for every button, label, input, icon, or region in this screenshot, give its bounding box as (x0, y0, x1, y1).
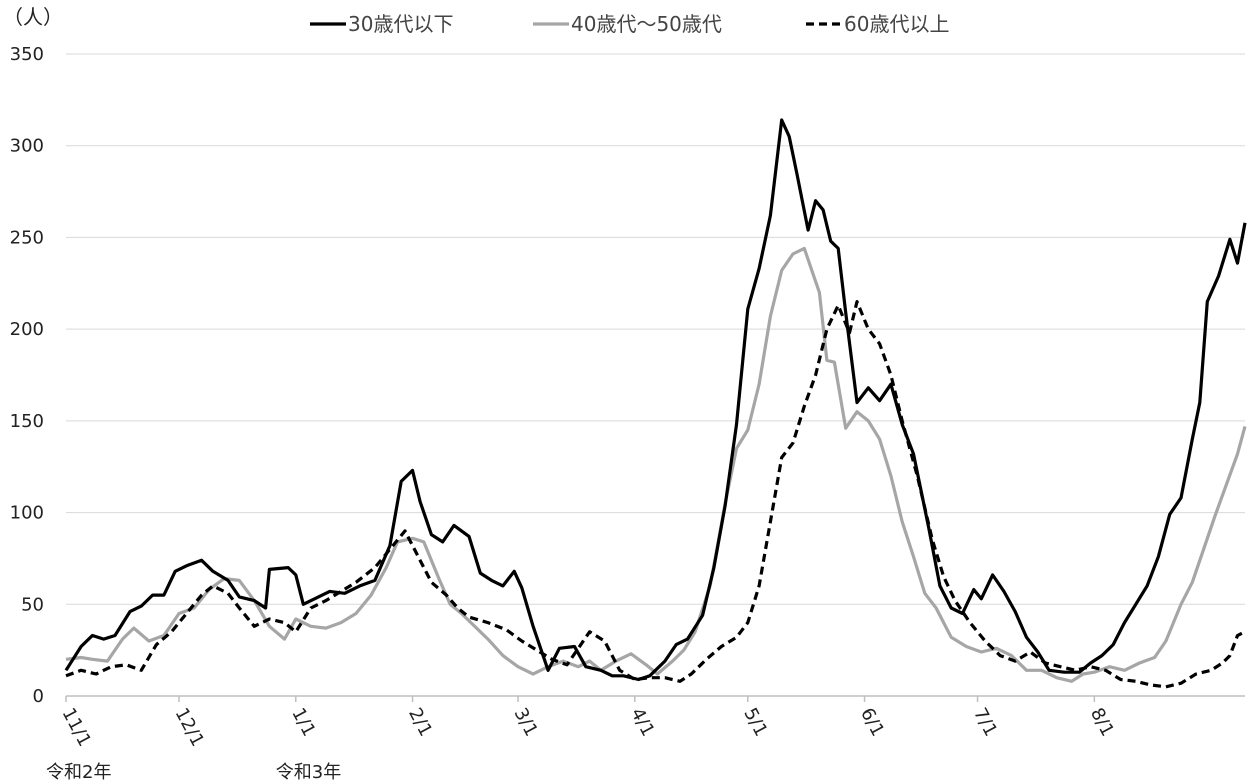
y-tick-label: 150 (10, 411, 44, 432)
x-tick-label: 1/1 (287, 704, 319, 739)
gridlines (66, 53, 1245, 605)
year-label: 令和2年 (46, 762, 111, 783)
series-lines (64, 118, 1247, 689)
x-tick-label: 2/1 (404, 704, 436, 739)
y-axis-ticks: 0 50 100 150 200 250 300 350 (10, 44, 44, 707)
y-tick-label: 100 (10, 503, 44, 524)
x-tick-label: 3/1 (510, 704, 542, 739)
y-tick-label: 250 (10, 227, 44, 248)
series-line-0 (64, 118, 1247, 682)
x-tick-label: 5/1 (739, 704, 771, 739)
x-tick-label: 12/1 (171, 704, 209, 750)
series-line-1 (65, 246, 1247, 683)
legend-label: 30歳代以下 (348, 12, 453, 36)
y-tick-label: 200 (10, 319, 44, 340)
legend-label: 60歳代以上 (844, 12, 949, 36)
y-tick-label: 0 (33, 686, 44, 707)
x-tick-label: 4/1 (626, 704, 658, 739)
legend-label: 40歳代～50歳代 (571, 12, 722, 36)
x-tick-label: 7/1 (969, 704, 1001, 739)
year-label: 令和3年 (276, 762, 341, 783)
x-tick-label: 8/1 (1086, 704, 1118, 739)
x-tick-label: 11/1 (58, 704, 96, 750)
y-tick-label: 300 (10, 136, 44, 157)
y-axis-unit-label: （人） (3, 5, 63, 29)
y-tick-label: 350 (10, 44, 44, 65)
series-line-2 (65, 300, 1246, 689)
x-tick-label: 6/1 (856, 704, 888, 739)
y-tick-label: 50 (21, 594, 44, 615)
x-axis: 11/1 12/1 1/1 2/1 3/1 4/1 5/1 6/1 7/1 8/1 令和2年 令和3年 (46, 695, 1245, 783)
legend: 30歳代以下 40歳代～50歳代 60歳代以上 (310, 12, 949, 36)
